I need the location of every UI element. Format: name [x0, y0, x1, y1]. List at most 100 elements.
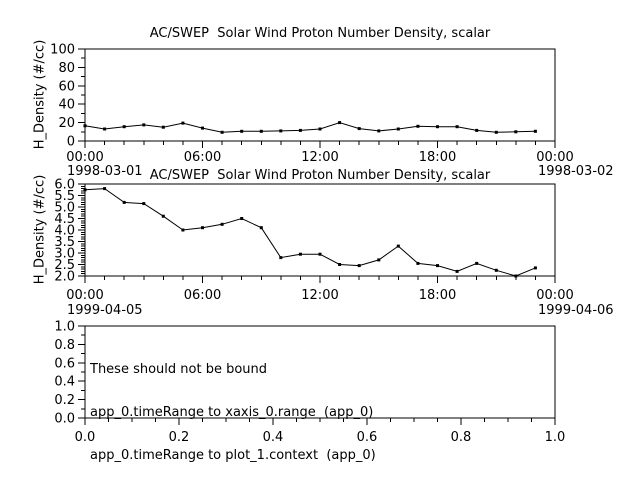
y-tick-label: 100	[50, 43, 75, 58]
y-tick-label: 0	[67, 135, 75, 150]
y-tick-label: 4.5	[54, 212, 75, 227]
plot-1-yaxis[interactable]: 2.02.53.03.54.04.55.05.56.0	[54, 178, 85, 285]
plot-1-start-date: 1999-04-05	[67, 303, 143, 318]
data-point-marker	[298, 128, 302, 132]
y-tick-label: 0.6	[54, 356, 75, 371]
data-point-marker	[298, 252, 302, 256]
plot-0-title: AC/SWEP Solar Wind Proton Number Density…	[149, 26, 491, 41]
y-tick-label: 3.5	[54, 235, 75, 250]
binding-annotations: These should not be bound app_0.timeRang…	[90, 333, 376, 477]
data-point-marker	[357, 127, 361, 131]
data-point-marker	[475, 128, 479, 132]
x-tick-label: 0.2	[169, 430, 190, 445]
y-tick-label: 1.0	[54, 320, 75, 335]
y-tick-label: 0.2	[54, 393, 75, 408]
data-point-marker	[318, 127, 322, 131]
y-tick-label: 0.4	[54, 375, 75, 390]
plot-2: 0.0 0.2 0.4 0.6 0.8 1.0 0.0 0.2 0.4 0.6 0.8 1.0	[54, 320, 565, 446]
x-tick-label: 12:00	[301, 288, 338, 303]
y-tick-label: 60	[58, 79, 75, 94]
x-tick-label: 00:00	[66, 288, 103, 303]
data-point-marker	[338, 121, 342, 125]
series-0[interactable]	[83, 121, 537, 134]
x-tick-label: 0.6	[357, 430, 378, 445]
plot-1-area[interactable]	[84, 183, 556, 277]
plot-1-xaxis[interactable]: 00:00 06:00 12:00 18:00 00:00	[66, 276, 574, 303]
x-tick-label: 00:00	[66, 150, 103, 165]
data-point-marker	[338, 263, 342, 266]
data-point-marker	[377, 258, 381, 262]
y-tick-label: 5.5	[54, 189, 75, 204]
data-point-marker	[201, 226, 204, 230]
annotation-line-1: These should not be bound	[90, 362, 268, 377]
plot-0-yaxis[interactable]: 0 20 40 60 80 100	[50, 43, 85, 150]
data-point-marker	[279, 129, 283, 133]
data-point-marker	[161, 214, 165, 218]
data-point-marker	[103, 187, 107, 191]
x-tick-label: 06:00	[184, 150, 221, 165]
data-point-marker	[259, 226, 263, 230]
series-1[interactable]	[83, 187, 537, 278]
data-point-marker	[83, 124, 87, 128]
y-tick-label: 20	[58, 116, 75, 131]
y-tick-label: 0.0	[54, 412, 75, 427]
y-tick-label: 3.0	[54, 247, 75, 262]
data-point-marker	[396, 244, 400, 248]
data-point-marker	[240, 217, 244, 220]
plot-2-yaxis[interactable]: 0.0 0.2 0.4 0.6 0.8 1.0	[54, 320, 85, 427]
x-tick-label: 00:00	[536, 150, 573, 165]
data-point-marker	[357, 264, 361, 268]
data-point-marker	[122, 125, 126, 129]
y-tick-label: 2.0	[54, 270, 75, 285]
y-tick-label: 4.0	[54, 224, 75, 239]
data-point-marker	[259, 129, 263, 133]
data-point-marker	[533, 266, 537, 270]
x-tick-label: 0.4	[263, 430, 284, 445]
annotation-line-2: app_0.timeRange to xaxis_0.range (app_0)	[90, 405, 374, 420]
data-point-marker	[514, 274, 518, 278]
data-point-marker	[436, 125, 439, 129]
data-point-marker	[377, 129, 381, 133]
plot-0-start-date: 1998-03-01	[67, 164, 143, 179]
data-point-marker	[201, 126, 204, 130]
y-tick-label: 80	[58, 61, 75, 76]
x-tick-label: 0.8	[451, 430, 472, 445]
y-tick-label: 2.5	[54, 258, 75, 273]
x-tick-label: 18:00	[419, 288, 456, 303]
data-point-marker	[494, 130, 498, 134]
annotation-line-3: app_0.timeRange to plot_1.context (app_0…	[90, 448, 376, 463]
data-point-marker	[533, 129, 537, 133]
data-point-marker	[220, 130, 224, 134]
plot-1-title: AC/SWEP Solar Wind Proton Number Density…	[149, 168, 491, 183]
plot-0-area[interactable]	[84, 48, 556, 142]
data-point-marker	[436, 264, 439, 268]
x-tick-label: 18:00	[419, 150, 456, 165]
data-point-marker	[455, 269, 459, 273]
data-point-marker	[416, 261, 420, 265]
plot-1: 2.02.53.03.54.04.55.05.56.0 00:00 06:00 12:…	[54, 178, 573, 304]
data-point-marker	[181, 121, 185, 125]
y-tick-label: 40	[58, 98, 75, 113]
series-line	[84, 188, 536, 277]
data-point-marker	[279, 256, 283, 260]
data-point-marker	[142, 202, 146, 206]
plot-0-xaxis[interactable]: 00:00 06:00 12:00 18:00 00:00	[66, 141, 574, 165]
y-tick-label: 0.8	[54, 338, 75, 353]
plot-1-ylabel: H_Density (#/cc)	[32, 174, 48, 285]
data-point-marker	[416, 124, 420, 128]
data-point-marker	[396, 127, 400, 131]
plot-0-end-date: 1998-03-02	[538, 164, 614, 179]
data-point-marker	[122, 200, 126, 204]
data-point-marker	[103, 127, 107, 131]
data-point-marker	[181, 228, 185, 232]
data-point-marker	[83, 188, 87, 192]
plot-2-xaxis[interactable]: 0.0 0.2 0.4 0.6 0.8 1.0	[75, 418, 566, 445]
data-point-marker	[161, 125, 165, 129]
y-tick-label: 6.0	[54, 178, 75, 193]
data-point-marker	[514, 130, 518, 134]
data-point-marker	[494, 268, 498, 272]
x-tick-label: 1.0	[545, 430, 566, 445]
x-tick-label: 00:00	[536, 288, 573, 303]
data-point-marker	[455, 125, 459, 129]
